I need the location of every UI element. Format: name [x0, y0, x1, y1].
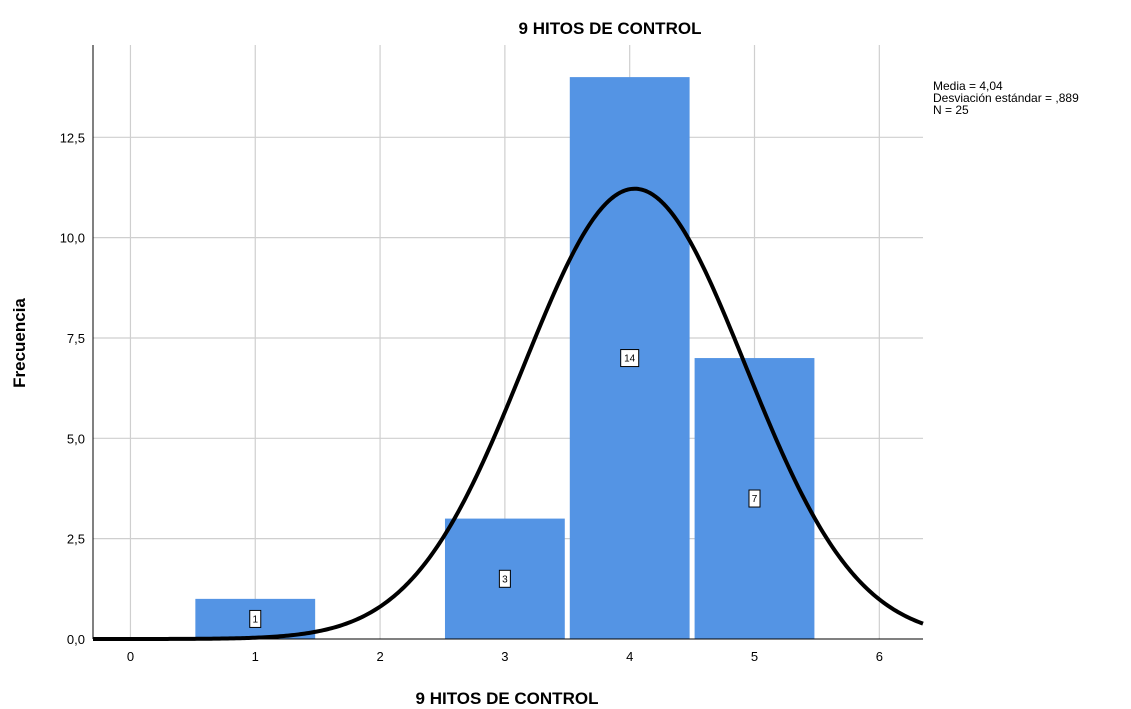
bar-label-box	[748, 489, 761, 508]
bar-label-box	[249, 609, 262, 628]
y-tick-label: 2,5	[67, 532, 85, 547]
y-tick-label: 5,0	[67, 431, 85, 446]
chart-title: 9 HITOS DE CONTROL	[519, 19, 702, 38]
y-axis-title: Frecuencia	[10, 298, 29, 388]
bar-value-label: 7	[752, 494, 758, 505]
stats-line: Desviación estándar = ,889	[933, 91, 1079, 105]
x-tick-label: 1	[252, 649, 259, 664]
y-tick-label: 7,5	[67, 331, 85, 346]
x-tick-label: 0	[127, 649, 134, 664]
bar-value-label: 14	[624, 354, 636, 365]
normal-curve-group	[93, 186, 924, 641]
x-tick-label: 2	[376, 649, 383, 664]
y-tick-label: 10,0	[60, 231, 85, 246]
bar-value-label: 3	[502, 574, 508, 585]
y-tick-label: 0,0	[67, 632, 85, 647]
stats-line: N = 25	[933, 103, 969, 117]
normal-curve	[93, 186, 924, 641]
x-tick-label: 4	[626, 649, 633, 664]
y-tick-label: 12,5	[60, 130, 85, 145]
x-tick-label: 6	[876, 649, 883, 664]
bar-label-box	[620, 349, 640, 368]
bar-labels: 1 3 14 7	[249, 349, 761, 628]
bar-label-box	[498, 569, 511, 588]
x-axis-title: 9 HITOS DE CONTROL	[416, 689, 599, 708]
x-tick-label: 3	[501, 649, 508, 664]
stats-line: Media = 4,04	[933, 79, 1003, 93]
x-tick-label: 5	[751, 649, 758, 664]
bar-value-label: 1	[252, 614, 258, 625]
bars	[195, 77, 815, 640]
